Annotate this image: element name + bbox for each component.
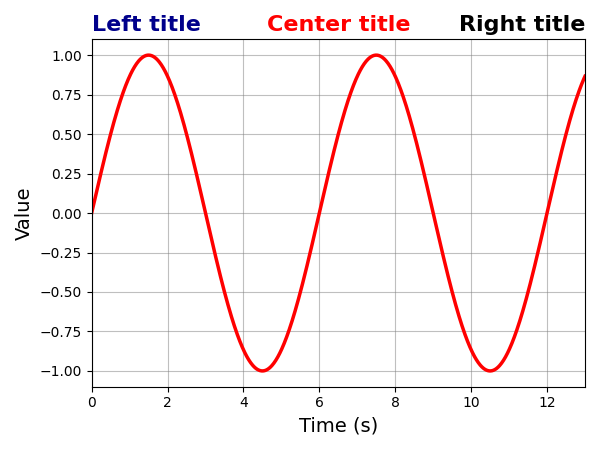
X-axis label: Time (s): Time (s) [299,416,378,435]
Title: Center title: Center title [266,15,410,35]
Text: Left title: Left title [92,15,200,35]
Text: Right title: Right title [458,15,585,35]
Y-axis label: Value: Value [15,186,34,240]
